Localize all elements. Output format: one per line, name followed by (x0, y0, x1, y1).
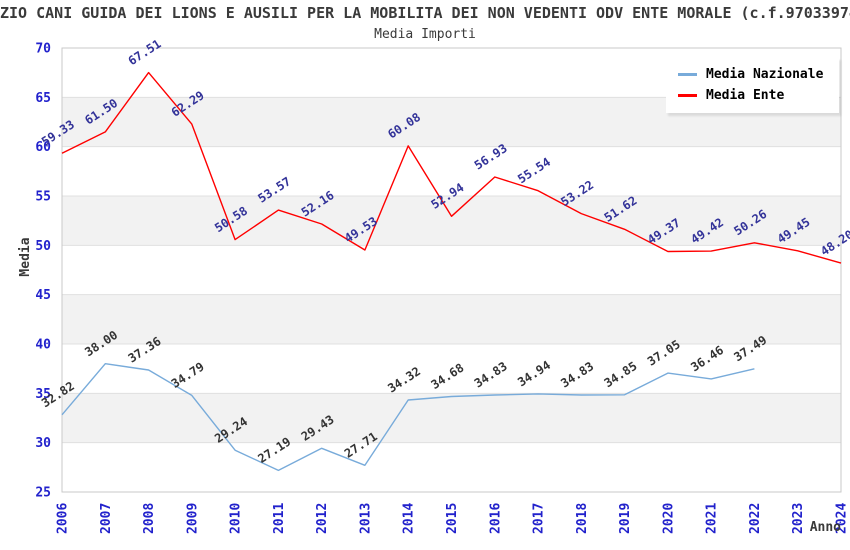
y-tick-label: 45 (35, 288, 51, 303)
x-tick-label: 2017 (532, 503, 547, 534)
y-tick-label: 50 (35, 239, 51, 254)
legend-item-media-nazionale: Media Nazionale (678, 64, 823, 85)
legend-label-media-ente: Media Ente (706, 88, 785, 103)
x-tick-label: 2018 (575, 503, 590, 534)
plot-band (62, 344, 841, 394)
y-tick-label: 60 (35, 140, 51, 155)
y-tick-label: 35 (35, 387, 51, 402)
chart-legend: Media Nazionale Media Ente (666, 57, 840, 113)
x-tick-label: 2009 (185, 503, 200, 534)
plot-band (62, 146, 841, 196)
plot-band (62, 245, 841, 295)
y-tick-label: 65 (35, 91, 51, 106)
x-tick-label: 2020 (661, 503, 676, 534)
y-tick-label: 55 (35, 190, 51, 205)
plot-band (62, 196, 841, 246)
media-nazionale-line (61, 363, 755, 472)
x-tick-label: 2011 (272, 503, 287, 534)
media-ente-line-swatch-icon (678, 94, 697, 97)
plot-band (62, 294, 841, 344)
x-tick-label: 2008 (142, 503, 157, 534)
x-tick-label: 2010 (229, 503, 244, 534)
x-tick-label: 2024 (835, 503, 850, 534)
y-tick-label: 30 (35, 436, 51, 451)
plot-border (61, 47, 842, 493)
y-tick-label: 25 (35, 486, 51, 501)
x-tick-label: 2015 (445, 503, 460, 534)
y-tick-label: 70 (35, 42, 51, 57)
chart-subtitle: Media Importi (374, 27, 476, 42)
x-tick-label: 2014 (402, 503, 417, 534)
plot-band (62, 393, 841, 443)
plot-band (62, 442, 841, 492)
x-tick-label: 2019 (618, 503, 633, 534)
chart-title: ZIO CANI GUIDA DEI LIONS E AUSILI PER LA… (0, 4, 850, 22)
x-axis-title: Anno (810, 520, 841, 535)
x-tick-label: 2013 (358, 503, 373, 534)
legend-label-media-nazionale: Media Nazionale (706, 67, 824, 82)
legend-item-media-ente: Media Ente (678, 85, 823, 106)
x-tick-label: 2021 (705, 503, 720, 534)
x-tick-label: 2016 (488, 503, 503, 534)
media-nazionale-line-swatch-icon (678, 73, 697, 76)
y-axis-title: Media (18, 237, 33, 276)
x-tick-label: 2006 (56, 503, 71, 534)
media-ente-line (61, 71, 842, 264)
x-tick-label: 2012 (315, 503, 330, 534)
x-tick-label: 2007 (99, 503, 114, 534)
x-tick-label: 2023 (791, 503, 806, 534)
x-tick-label: 2022 (748, 503, 763, 534)
y-tick-label: 40 (35, 338, 51, 353)
